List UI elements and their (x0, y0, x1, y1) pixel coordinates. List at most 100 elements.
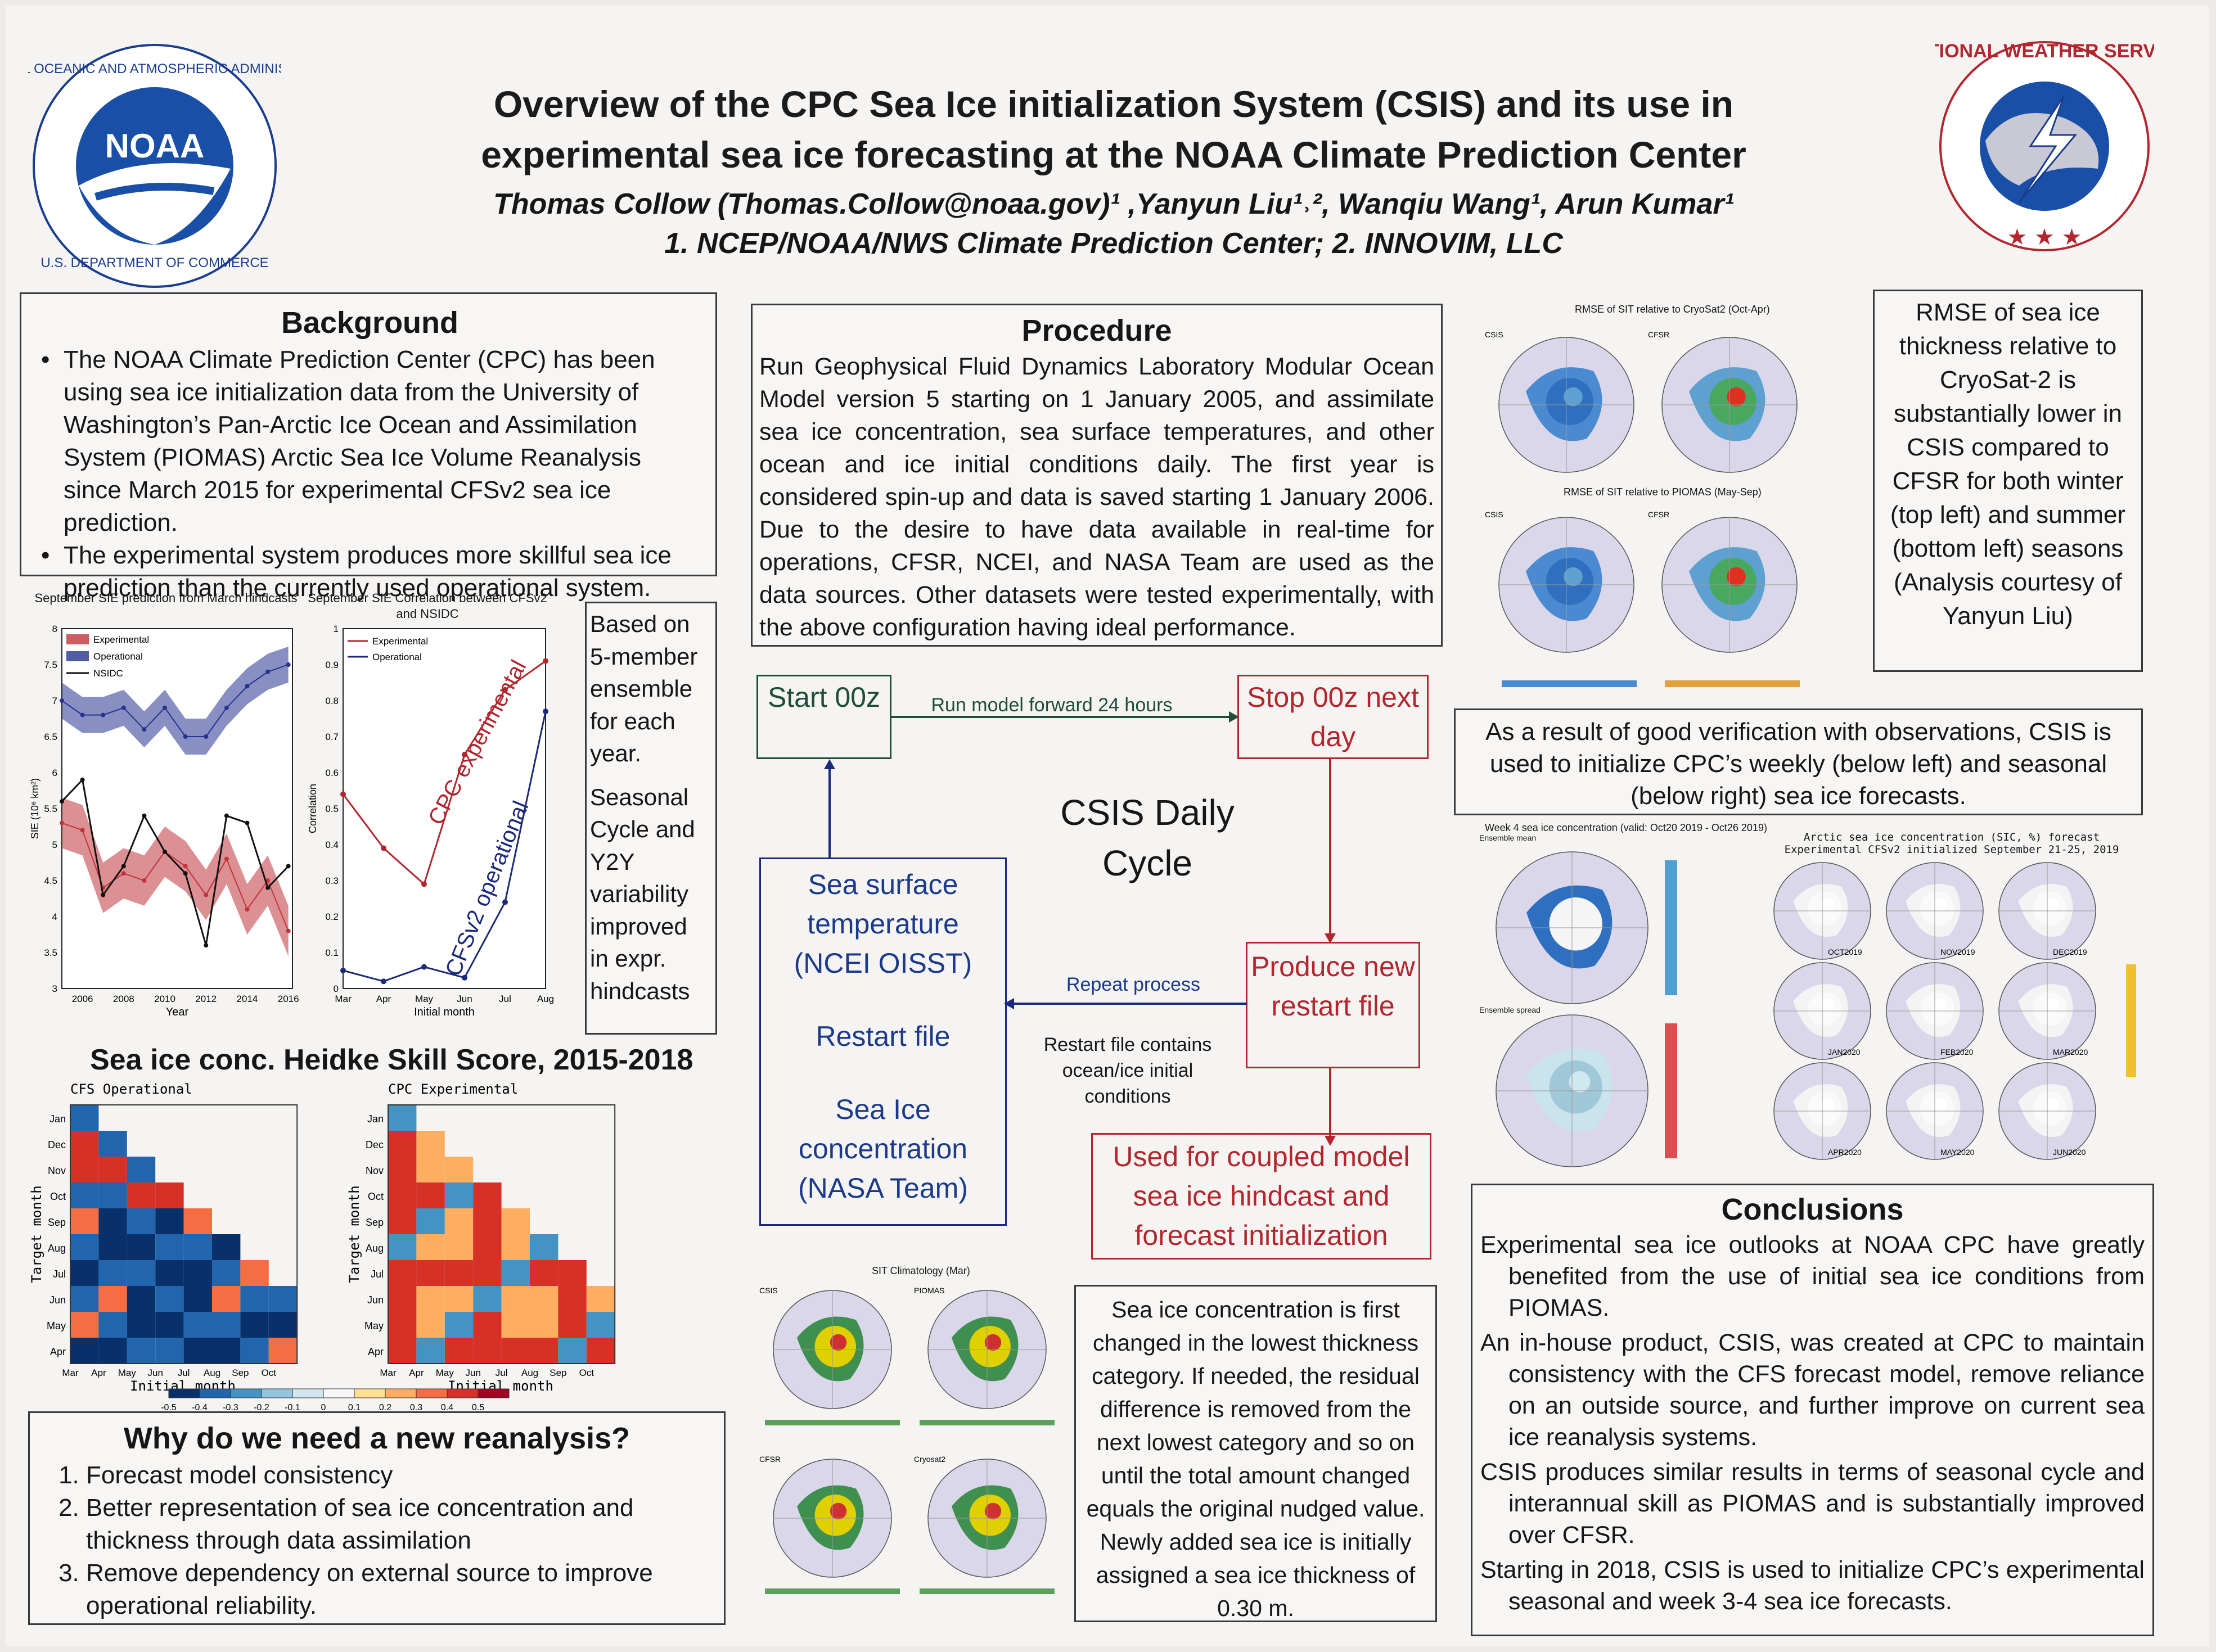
chart1-ytick: 4 (52, 911, 57, 922)
conclusion-item: CSIS produces similar results in terms o… (1480, 1459, 2145, 1549)
chart2-xtick: Mar (335, 994, 352, 1004)
heidke-cell (530, 1260, 558, 1286)
heidke-ytick: Jun (49, 1294, 66, 1306)
heidke-cell (98, 1260, 127, 1286)
chart2-legend-label: Operational (372, 652, 422, 662)
rmse-panel-label: CSIS (1485, 330, 1503, 339)
heidke-ytick: Sep (48, 1217, 66, 1228)
heidke-cell (530, 1234, 558, 1260)
chart-note-line: Seasonal (590, 783, 689, 810)
chart2-point (543, 658, 548, 664)
run-label: Run model forward 24 hours (931, 694, 1173, 716)
week4-spread-map-ice-max (1569, 1071, 1591, 1093)
heidke-xtick: Jul (178, 1367, 190, 1378)
sit-map-gridlines (928, 1459, 1046, 1577)
chart2-point (462, 974, 467, 981)
chart1-band-experimental (62, 797, 289, 956)
heidke-cell (70, 1312, 99, 1338)
heidke-ytick: Dec (366, 1139, 384, 1150)
heidke-heading: Sea ice conc. Heidke Skill Score, 2015-2… (90, 1044, 693, 1076)
heidke-cell (416, 1338, 445, 1364)
week4-colorbar-mean (1665, 860, 1677, 995)
chart-note-line (590, 770, 712, 781)
heidke-cell (388, 1105, 417, 1131)
chart2-point (502, 899, 508, 905)
chart1-xtick: 2006 (72, 994, 93, 1004)
heidke-xtick: Jul (496, 1367, 508, 1378)
sit-colorbar (920, 1420, 1055, 1425)
chart-note-line: improved (590, 913, 687, 940)
chart1-ytick: 3 (52, 983, 57, 994)
heidke-cell (183, 1260, 212, 1286)
chart-note-line: year. (590, 740, 642, 766)
sit-climatology-maps: CSIS PIOMAS CFSR Cryosat2 (759, 1286, 1055, 1594)
heidke-panel: CFS Operational Jan Dec Nov Oct Sep Aug Jul Jun M… (28, 1077, 726, 1414)
heidke-cell (127, 1338, 156, 1364)
heidke-xtick: Jun (465, 1367, 480, 1378)
chart2-xtick: May (415, 994, 434, 1004)
heidke-colorbar-label: 0.2 (379, 1403, 391, 1412)
procedure-text: Run Geophysical Fluid Dynamics Laborator… (759, 353, 1434, 641)
chart1-point (80, 777, 85, 782)
conclusion-item: An in-house product, CSIS, was created a… (1480, 1329, 2145, 1451)
heidke-colorbar-label: 0.3 (410, 1403, 422, 1412)
heidke-cell (501, 1234, 530, 1260)
seasonal-map-ice-max (1933, 998, 1947, 1012)
chart1-point (245, 907, 250, 912)
heidke-cell (155, 1182, 184, 1208)
heidke-cell (127, 1260, 156, 1286)
chart2-point (340, 791, 346, 797)
seasonal-map-gridlines (1886, 963, 1983, 1059)
chart1-point (286, 928, 291, 933)
chart2-ytick: 0.5 (325, 804, 339, 814)
heidke-cell (268, 1312, 298, 1338)
heidke-cell (183, 1286, 212, 1312)
produce-box: Produce new restart file (1246, 942, 1420, 1068)
heidke-cell (127, 1312, 156, 1338)
heidke-cell (530, 1286, 558, 1312)
seasonal-map-gridlines (1774, 963, 1871, 1059)
week4-maps (1496, 851, 1677, 1167)
seasonal-title: Arctic sea ice concentration (SIC, %) fo… (1766, 831, 2137, 856)
authors: Thomas Collow (Thomas.Collow@noaa.gov)¹ … (493, 188, 1734, 220)
heidke-colorbar-cell (230, 1388, 262, 1398)
heidke-cell (127, 1208, 156, 1234)
heidke-panel-title: CFS Operational (70, 1081, 192, 1097)
heidke-cell (388, 1312, 417, 1338)
heidke-cell (70, 1105, 99, 1131)
chart1-ytick: 5 (52, 839, 57, 850)
heidke-cell (473, 1260, 502, 1286)
why-heading: Why do we need a new reanalysis? (123, 1421, 630, 1455)
heidke-colorbar-label: -0.1 (285, 1403, 300, 1412)
chart1-ytick: 4.5 (44, 875, 57, 886)
chart-note-line: Cycle and (590, 816, 695, 842)
chart1-point (204, 734, 209, 739)
heidke-cell (183, 1208, 212, 1234)
chart1-point (163, 705, 168, 710)
heidke-colorbar-cell (261, 1388, 293, 1398)
chart1-xtick: 2012 (195, 994, 217, 1004)
heidke-xtick: Oct (579, 1367, 594, 1378)
heidke-ytick: Oct (368, 1191, 384, 1202)
repeat-arrow (1004, 998, 1247, 1009)
heidke-cell (558, 1286, 587, 1312)
seasonal-colorbar (2126, 964, 2136, 1077)
chart1-point (245, 820, 250, 825)
heidke-cell (501, 1260, 530, 1286)
conclusion-item: Starting in 2018, CSIS is used to initia… (1480, 1556, 2145, 1615)
heidke-cell (501, 1208, 530, 1234)
chart1-legend-label: Experimental (93, 634, 149, 645)
sit-colorbar (765, 1420, 900, 1425)
chart1-point (60, 698, 64, 703)
why-item: Forecast model consistency (86, 1459, 713, 1492)
week4-spread-label: Ensemble spread (1479, 1005, 1541, 1014)
background-item: The experimental system produces more sk… (41, 539, 704, 604)
chart1-point (101, 892, 106, 897)
heidke-ytick: Nov (366, 1165, 384, 1176)
heidke-cell (473, 1182, 502, 1208)
heidke-cell (155, 1312, 184, 1338)
chart1-point (80, 828, 85, 833)
affiliations: 1. NCEP/NOAA/NWS Climate Prediction Cent… (664, 227, 1563, 260)
heidke-cell (98, 1131, 127, 1157)
chart1-point (80, 712, 85, 717)
